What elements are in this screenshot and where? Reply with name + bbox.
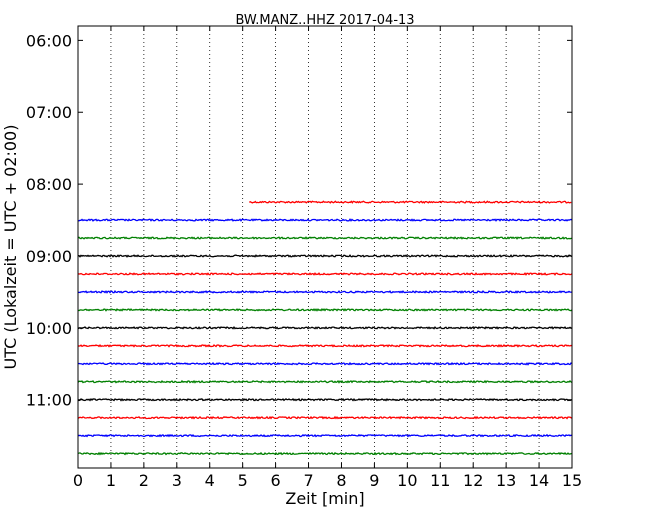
chart-title: BW.MANZ..HHZ 2017-04-13 [235,13,414,28]
y-tick-label: 07:00 [26,103,72,122]
seismogram-trace [77,379,573,384]
x-axis-ticks: 0 1 2 3 4 5 6 7 8 9 10 11 12 13 14 15 [73,26,582,490]
seismogram-trace [77,218,573,222]
vertical-grid [110,26,540,468]
x-tick-label: 5 [238,471,248,490]
x-tick-label: 9 [369,471,379,490]
y-tick-label: 10:00 [26,319,72,338]
seismogram-trace [77,344,573,348]
x-tick-label: 7 [303,471,313,490]
seismogram-trace [77,308,573,312]
seismogram-trace [77,254,573,258]
x-tick-label: 4 [205,471,215,490]
seismogram-trace [77,397,573,402]
x-tick-label: 3 [172,471,182,490]
x-tick-label: 12 [463,471,483,490]
trace-lines [77,200,573,456]
x-tick-label: 1 [106,471,116,490]
seismogram-trace [77,415,573,420]
x-tick-label: 2 [139,471,149,490]
x-tick-label: 8 [336,471,346,490]
x-tick-label: 6 [271,471,281,490]
x-tick-label: 0 [73,471,83,490]
seismogram-trace [77,325,573,330]
x-tick-label: 15 [562,471,582,490]
seismogram-trace [77,290,573,294]
y-tick-label: 09:00 [26,247,72,266]
y-axis-label: UTC (Lokalzeit = UTC + 02:00) [1,125,20,370]
x-axis-label: Zeit [min] [285,489,364,508]
seismogram-trace [77,433,573,438]
seismogram-trace [77,236,573,240]
seismogram-trace [77,272,573,276]
seismogram-trace [78,361,573,366]
x-tick-label: 14 [529,471,549,490]
x-tick-label: 10 [397,471,417,490]
y-tick-label: 08:00 [26,175,72,194]
y-axis-ticks: 06:00 07:00 08:00 09:00 10:00 11:00 [26,31,572,410]
seismogram-trace [77,451,573,456]
x-tick-label: 13 [496,471,516,490]
x-tick-label: 11 [430,471,450,490]
y-tick-label: 11:00 [26,391,72,410]
y-tick-label: 06:00 [26,31,72,50]
seismogram-trace [248,200,572,204]
plot-frame [77,25,573,469]
